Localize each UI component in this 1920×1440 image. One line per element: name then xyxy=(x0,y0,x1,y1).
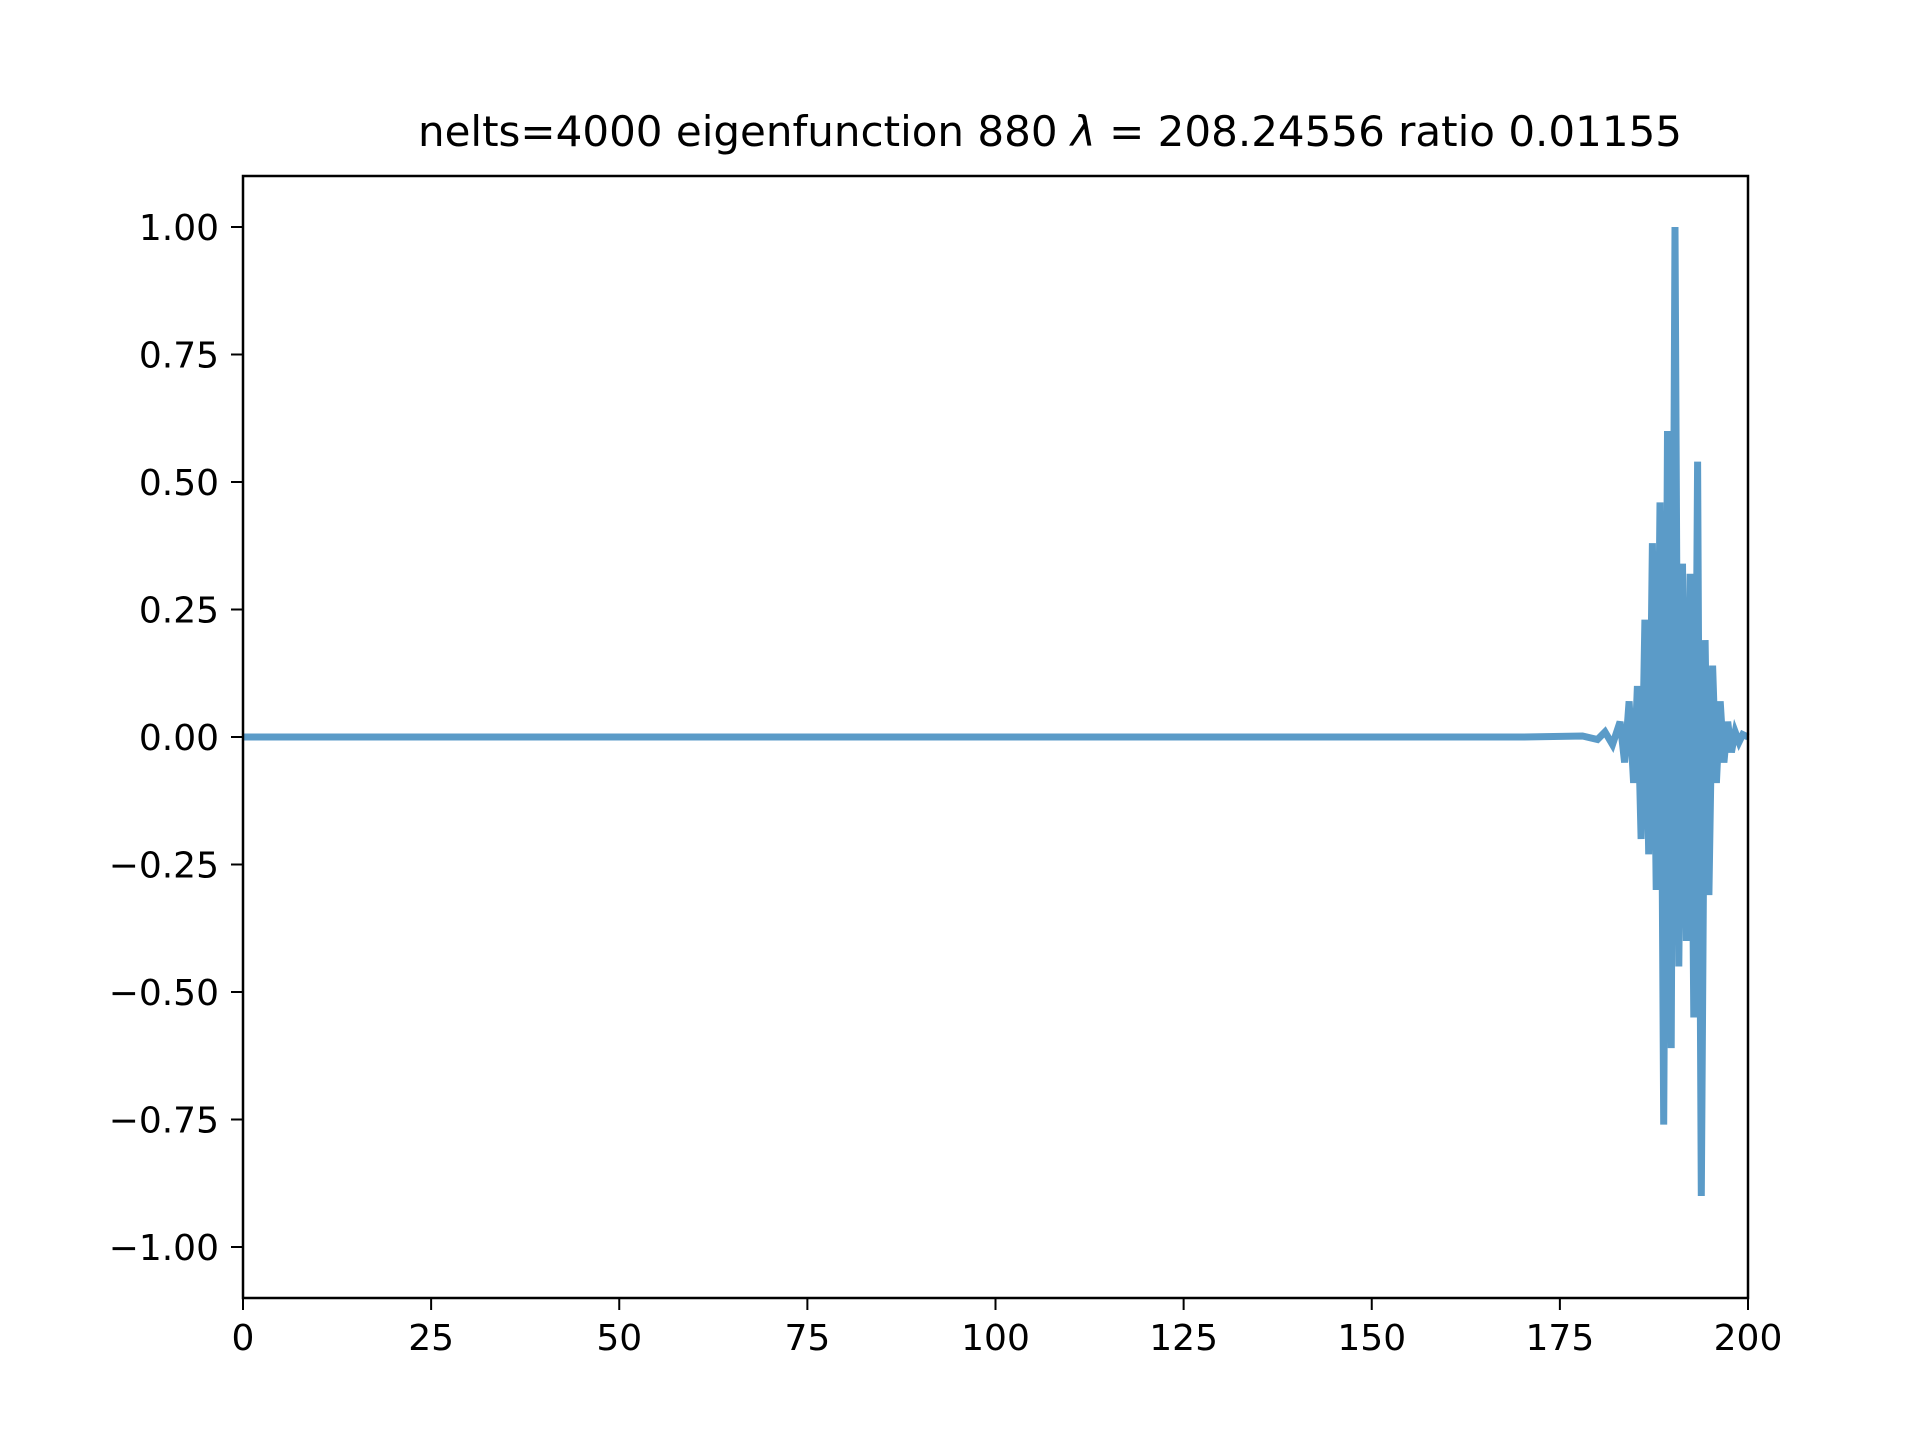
x-tick-label: 0 xyxy=(232,1318,255,1359)
chart-title-prefix: nelts=4000 eigenfunction 880 xyxy=(418,107,1071,156)
y-tick-label: 0.25 xyxy=(139,591,219,632)
chart-title-suffix: = 208.24556 ratio 0.01155 xyxy=(1096,107,1682,156)
x-tick-label: 25 xyxy=(408,1318,454,1359)
x-tick-label: 200 xyxy=(1714,1318,1783,1359)
x-tick-label: 50 xyxy=(596,1318,642,1359)
y-tick-label: −1.00 xyxy=(109,1228,219,1269)
y-axis: 1.00 0.75 0.50 0.25 0.00 −0.25 −0.50 −0.75 −1.00 xyxy=(109,208,243,1269)
x-tick-label: 175 xyxy=(1526,1318,1595,1359)
x-tick-label: 150 xyxy=(1337,1318,1406,1359)
x-axis: 0 25 50 75 100 125 150 175 200 xyxy=(232,1298,1783,1359)
y-tick-label: 0.50 xyxy=(139,463,219,504)
series-line xyxy=(243,226,1750,1197)
plot-area xyxy=(241,174,1750,1300)
y-tick-label: 0.75 xyxy=(139,336,219,377)
x-tick-label: 75 xyxy=(784,1318,830,1359)
y-tick-label: 1.00 xyxy=(139,208,219,249)
x-tick-label: 125 xyxy=(1149,1318,1218,1359)
y-tick-label: −0.50 xyxy=(109,973,219,1014)
chart-title: nelts=4000 eigenfunction 880 λ = 208.245… xyxy=(418,107,1682,156)
y-tick-label: −0.25 xyxy=(109,846,219,887)
y-tick-label: 0.00 xyxy=(139,718,219,759)
chart-title-symbol: λ xyxy=(1069,107,1096,156)
y-tick-label: −0.75 xyxy=(109,1101,219,1142)
x-tick-label: 100 xyxy=(961,1318,1030,1359)
